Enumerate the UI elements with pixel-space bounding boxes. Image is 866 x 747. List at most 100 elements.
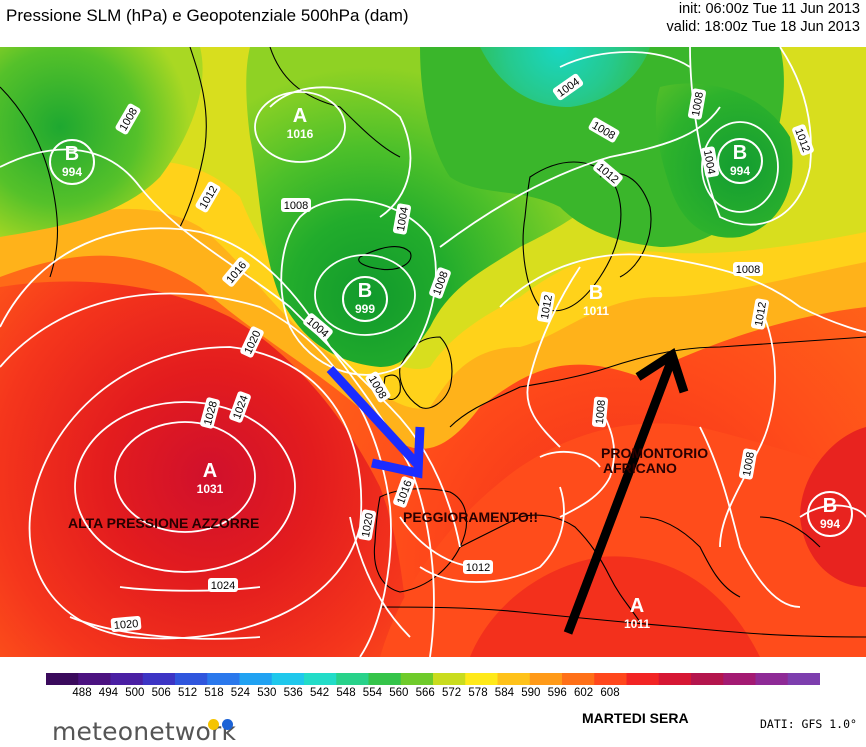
colorbar-swatch: [594, 673, 627, 685]
data-source: DATI: GFS 1.0°: [760, 717, 857, 731]
isobar-1012-north: [269, 86, 412, 218]
weather-map: 1008101210161020102410281008100410041008…: [0, 47, 866, 657]
british-isles: [399, 336, 453, 409]
low-center-letter: B: [733, 142, 747, 164]
low-center-ring: [717, 138, 763, 184]
colorbar-swatch: [626, 673, 660, 685]
colorbar-swatch: [239, 673, 273, 685]
colorbar-tick-label: 602: [574, 687, 594, 699]
legend: 488 494 500 506 512 518 524 530 536 542 548 554 560 5…: [0, 657, 866, 747]
ne-low-field: [655, 83, 793, 238]
high-center-letter: A: [293, 105, 307, 127]
isobar-label-box: [700, 146, 720, 178]
cyan-top-field: [480, 47, 650, 107]
isobar-label: 1008: [591, 396, 609, 428]
isobar-label: 1004: [700, 146, 720, 178]
isobar-label: 1008: [738, 448, 758, 480]
brand-dot-yellow: [208, 719, 219, 730]
colorbar-swatch: [304, 673, 337, 685]
isobar-label-box: [195, 181, 221, 213]
africa-field: [380, 423, 866, 657]
colorbar-tick-label: 500: [125, 687, 145, 699]
center-pressure-value: 994: [730, 164, 750, 178]
map-header: Pressione SLM (hPa) e Geopotenziale 500h…: [0, 0, 866, 47]
isobar-label-text: 1008: [741, 451, 757, 477]
center-pressure-value: 1016: [287, 127, 314, 141]
colorbar-swatch: [562, 673, 595, 685]
isobar-1024-south: [119, 586, 261, 592]
isobars: [0, 47, 866, 657]
isobar-label-text: 1024: [211, 580, 235, 592]
isobar-1020-coast: [349, 516, 411, 638]
isobar-label-text: 1012: [539, 294, 555, 320]
isobar-closed-central: [539, 450, 601, 468]
isobar-1008-scand: [439, 106, 721, 248]
isobar-1000: [314, 254, 416, 336]
isobar-label-text: 1004: [701, 149, 717, 175]
ridge-arrow-head: [635, 348, 689, 394]
isobar-1004-top: [559, 51, 691, 68]
run-info: init: 06:00z Tue 11 Jun 2013 valid: 18:0…: [667, 0, 860, 36]
colorbar-tick-label: 572: [442, 687, 462, 699]
colorbar-swatch: [175, 673, 208, 685]
colorbar-tick-label: 488: [72, 687, 92, 699]
colorbar-tick-label: 512: [178, 687, 198, 699]
low-center-ring: [807, 491, 853, 537]
low-center-letter: B: [589, 282, 603, 304]
isobar-1028: [114, 421, 256, 533]
isobar-1012-east: [719, 306, 776, 548]
isobar-1012-baltic: [526, 266, 581, 448]
center-pressure-value: 1031: [197, 482, 224, 496]
low-center-ring: [49, 139, 95, 185]
isobar-label-text: 1008: [736, 264, 760, 276]
colorbar-tick-label: 518: [204, 687, 224, 699]
colorbar-tick-label: 524: [230, 687, 250, 699]
low-center-letter: B: [358, 280, 372, 302]
low-center-letter: B: [823, 495, 837, 517]
isobar-label-box: [222, 257, 250, 287]
ridge-arrow: [563, 348, 689, 635]
isobar-label: 1024: [208, 578, 238, 592]
isobar-label: 1020: [357, 509, 377, 541]
isobar-label-box: [733, 262, 763, 276]
colorbar-swatch: [400, 673, 434, 685]
isobar-label-box: [392, 203, 412, 235]
center-pressure-value: 994: [62, 165, 82, 179]
brand-dot-blue: [222, 719, 233, 730]
worsening-annotation: PEGGIORAMENTO!!: [403, 509, 538, 525]
ridge-annotation-line1: PROMONTORIO: [601, 445, 708, 461]
isobar-label: 1020: [110, 615, 142, 633]
isobar-1024: [74, 401, 296, 573]
isobar-label-text: 1020: [113, 618, 138, 632]
isobar-label-box: [229, 391, 251, 423]
center-pressure-value: 1011: [624, 617, 650, 631]
center-pressure-value: 999: [355, 302, 375, 316]
isobar-1008-central: [559, 406, 615, 518]
black-sea-shore: [759, 516, 821, 548]
isobar-label: 1012: [463, 560, 493, 574]
isobar-1008-balkan: [699, 426, 801, 608]
colorbar-tick-label: 566: [415, 687, 435, 699]
colorbar-swatch: [207, 673, 240, 685]
valid-time: valid: 18:00z Tue 18 Jun 2013: [666, 19, 860, 35]
isobar-label-text: 1012: [466, 562, 490, 574]
nw-low-field: [0, 47, 203, 237]
iceland: [358, 246, 412, 271]
colorbar-swatch: [368, 673, 402, 685]
isobar-label-box: [240, 326, 264, 358]
isobar-1008-east: [499, 253, 866, 333]
labrador-coast: [0, 86, 58, 278]
colorbar-swatch: [336, 673, 369, 685]
isobar-label: 1012: [750, 298, 770, 330]
isobar-label-box: [110, 615, 142, 633]
colorbar-swatch: [497, 673, 531, 685]
isobar-label-box: [429, 267, 451, 299]
azores-annotation: ALTA PRESSIONE AZZORRE: [68, 515, 259, 531]
center-pressure-value: 1011: [583, 304, 609, 318]
isobar-label-box: [591, 396, 609, 428]
isobar-label-box: [303, 313, 333, 341]
north-africa-coast: [379, 606, 866, 638]
colorbar-tick-label: 590: [521, 687, 541, 699]
isobar-label-text: 1012: [753, 301, 769, 327]
